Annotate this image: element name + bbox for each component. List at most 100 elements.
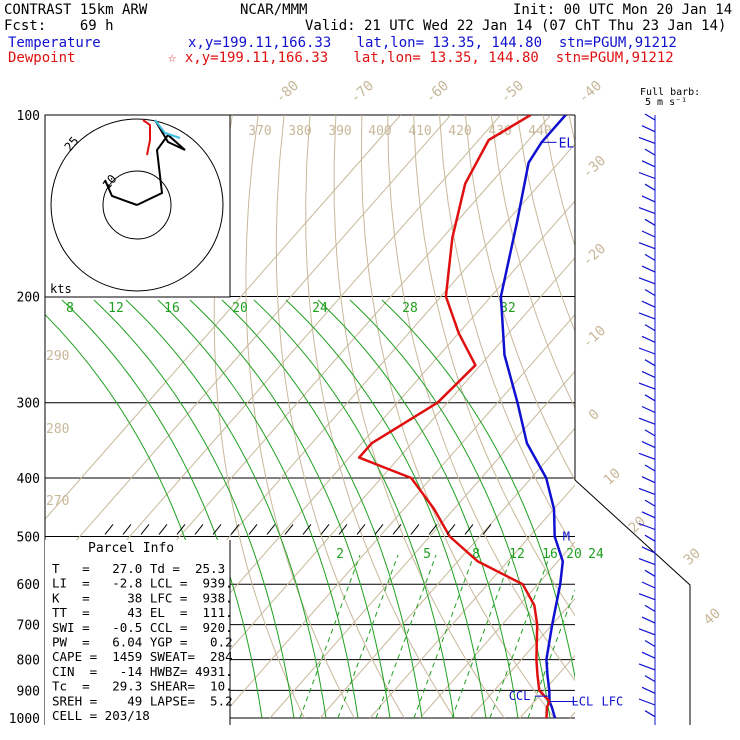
mix-label-lower-24: 24 — [588, 547, 604, 562]
pressure-tick-100: 100 — [17, 109, 40, 124]
series-layer — [357, 115, 567, 719]
wind-barb — [638, 487, 656, 495]
wind-barb — [641, 370, 656, 378]
dry-adiabat-300 — [360, 115, 555, 719]
wind-barb — [644, 710, 656, 718]
wind-barb — [644, 394, 656, 402]
dry-adiabat-290 — [333, 115, 505, 719]
theta-label-280: 280 — [46, 422, 69, 437]
mix-label-upper-16: 16 — [164, 301, 180, 316]
wind-barb — [641, 335, 656, 343]
parcel-row: Tc = 29.3 SHEAR= 10. — [52, 679, 233, 694]
mix-label-upper-8: 8 — [66, 301, 74, 316]
hatch-mark — [338, 524, 348, 535]
wind-barb — [644, 569, 656, 577]
hatch-mark — [374, 524, 384, 535]
mix-label-lower-12: 12 — [509, 547, 525, 562]
dry-adiabat-310 — [387, 115, 575, 682]
dry-adiabat-410 — [647, 115, 740, 718]
wind-barb — [638, 417, 656, 425]
wind-barb — [641, 686, 656, 694]
dewpoint-legend-info: ☆ x,y=199.11,166.33 lat,lon= 13.35, 144.… — [168, 50, 674, 66]
wind-barb — [641, 195, 656, 203]
mix-label-lower-5: 5 — [423, 547, 431, 562]
wind-barb — [638, 593, 656, 601]
mixing-line-2 — [299, 554, 361, 719]
wind-barb — [638, 382, 656, 390]
parcel-box-bg — [45, 540, 230, 725]
moist-adiabat-11 — [381, 299, 575, 680]
moist-adiabat-5 — [189, 299, 391, 719]
pressure-tick-800: 800 — [17, 654, 40, 669]
temperature-line — [499, 115, 567, 719]
wind-barb — [641, 265, 656, 273]
hodo-trace-top — [142, 119, 151, 156]
mixing-ratio-lines — [299, 554, 575, 719]
hodo-ring-outer — [50, 118, 224, 292]
wind-barb — [644, 324, 656, 332]
isotherm--110 — [45, 115, 402, 520]
mix-label-lower-16: 16 — [542, 547, 558, 562]
temperature-legend-label: Temperature — [8, 35, 101, 51]
dry-adiabat-320 — [413, 115, 575, 617]
dry-adiabat-260 — [245, 115, 355, 719]
hatch-mark — [356, 524, 366, 535]
wind-barb — [638, 628, 656, 636]
wind-barb — [644, 148, 656, 156]
header-init: Init: 00 UTC Mon 20 Jan 14 — [513, 2, 733, 18]
isotherm-label--60: -60 — [423, 78, 453, 107]
isotherm-label-10: 10 — [601, 465, 624, 488]
mixing-line-12 — [413, 554, 475, 719]
isotherm-label--20: -20 — [580, 241, 610, 270]
wind-barb — [638, 698, 656, 706]
wind-barb — [638, 277, 656, 285]
parcel-row: K = 38 LFC = 938. — [52, 590, 233, 605]
isotherm-50 — [670, 115, 740, 718]
moist-adiabat-3 — [125, 299, 327, 719]
hatch-mark — [194, 524, 204, 535]
mix-label-lower-8: 8 — [472, 547, 480, 562]
isotherm-label--70: -70 — [348, 78, 378, 107]
theta-label-370: 370 — [248, 124, 271, 139]
wind-barb — [638, 522, 656, 531]
hatch-mark — [428, 524, 438, 535]
hatch-mark — [446, 524, 456, 535]
theta-label-270: 270 — [46, 494, 69, 509]
wind-barb — [638, 663, 656, 671]
wind-barb — [644, 183, 656, 191]
wind-barb — [638, 171, 656, 180]
wind-barb — [638, 452, 656, 460]
moist-adiabat-6 — [221, 299, 423, 719]
lcl-marker: LCL — [572, 695, 594, 709]
moist-adiabat-2 — [93, 299, 295, 719]
wind-barb — [641, 125, 656, 133]
hodo-ring-inner — [102, 170, 172, 240]
wind-key-title: Full barb: — [640, 87, 700, 98]
wind-barb — [641, 441, 656, 449]
isotherm-label-30: 30 — [681, 545, 704, 568]
dry-adiabat-250 — [213, 115, 305, 719]
wind-barb — [638, 347, 656, 355]
parcel-row: SWI = -0.5 CCL = 920. — [52, 620, 233, 635]
m-marker: M — [563, 529, 570, 543]
hatch-mark — [140, 524, 150, 535]
wind-barb — [641, 616, 656, 624]
hodo-trace-upper — [154, 119, 181, 139]
wind-barb — [641, 511, 656, 519]
hatch-mark — [392, 524, 402, 535]
wind-barb — [644, 464, 656, 472]
moist-adiabat-7 — [253, 299, 455, 719]
pressure-tick-500: 500 — [17, 530, 40, 545]
hatch-mark — [176, 524, 186, 535]
moist-adiabat-1 — [61, 299, 263, 719]
isotherm-20 — [519, 654, 575, 719]
isotherm-label--30: -30 — [580, 153, 610, 182]
wind-barb — [641, 230, 656, 238]
parcel-row: LI = -2.8 LCL = 939. — [52, 576, 233, 591]
theta-label-390: 390 — [328, 124, 351, 139]
theta-label-410: 410 — [408, 124, 431, 139]
dry-adiabat-330 — [439, 115, 575, 550]
frame-diagonal — [574, 479, 691, 725]
mix-label-upper-20: 20 — [232, 301, 248, 316]
